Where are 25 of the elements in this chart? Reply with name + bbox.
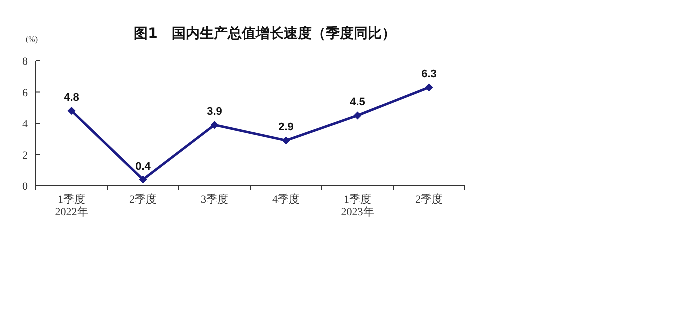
x-tick-label: 2季度 [416,193,443,206]
x-tick-label: 4季度 [272,193,300,206]
x-tick-label: 2季度 [130,193,157,206]
y-tick-label: 2 [22,150,28,162]
x-tick-label: 1季度 2023年 [341,193,374,219]
data-label: 2.9 [278,122,294,134]
point [282,136,290,145]
data-label: 3.9 [207,106,222,118]
y-axis-title: (%) [26,35,38,44]
point [139,176,148,184]
y-tick-label: 8 [22,56,28,68]
chart-title: 图1 国内生产总值增长速度（季度同比） [134,25,396,42]
y-tick-label: 4 [22,118,28,130]
data-label: 4.5 [350,96,366,109]
point [68,107,76,115]
x-tick-label: 3季度 [201,193,228,206]
point [210,121,219,130]
y-tick-label: 6 [22,87,28,100]
y-tick-label: 0 [22,181,28,193]
point [425,84,434,92]
data-label: 6.3 [422,68,437,81]
data-label: 0.4 [136,160,152,173]
point [354,112,362,120]
x-tick-label: 1季度 2022年 [55,193,88,219]
data-label: 4.8 [64,92,80,104]
